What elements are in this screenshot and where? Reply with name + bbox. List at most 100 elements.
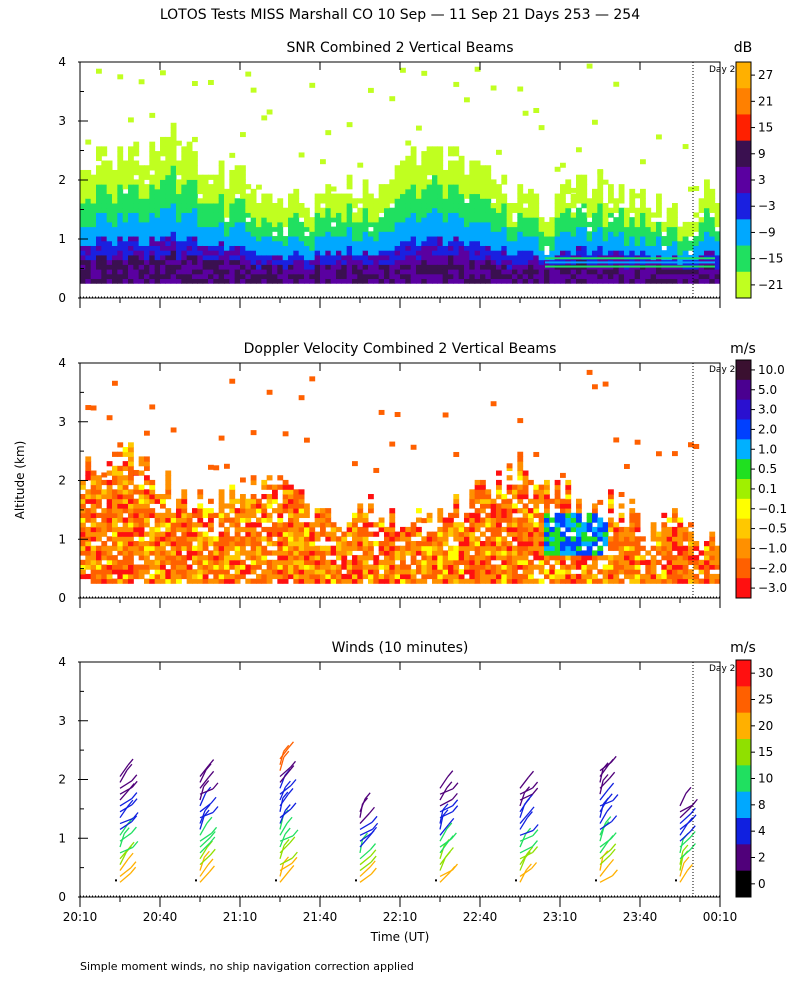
heatmap-cell [357, 222, 363, 227]
heatmap-cell [683, 569, 689, 574]
heatmap-cell [203, 574, 209, 579]
heatmap-cell [256, 274, 262, 279]
heatmap-cell [539, 489, 545, 494]
heatmap-cell [224, 212, 230, 217]
heatmap-cell [96, 579, 102, 584]
heatmap-cell [213, 175, 219, 180]
heatmap-cell [405, 245, 411, 250]
heatmap-cell [656, 541, 662, 546]
wind-calm-marker [355, 879, 357, 881]
heatmap-cell [80, 175, 86, 180]
heatmap-cell [395, 203, 401, 208]
heatmap-cell [432, 550, 438, 555]
heatmap-cell [293, 489, 299, 494]
heatmap-cell [597, 536, 603, 541]
heatmap-cell [85, 170, 91, 175]
heatmap-cell [160, 212, 166, 217]
heatmap-cell [283, 550, 289, 555]
heatmap-cell [149, 489, 155, 494]
heatmap-cell [357, 250, 363, 255]
heatmap-cell [139, 565, 145, 570]
heatmap-cell [613, 546, 619, 551]
heatmap-cell [203, 560, 209, 565]
heatmap-cell [693, 250, 699, 255]
heatmap-cell [560, 565, 566, 570]
heatmap-cell [608, 499, 614, 504]
heatmap-cell [123, 532, 129, 537]
heatmap-cell [395, 565, 401, 570]
heatmap-cell [501, 569, 507, 574]
heatmap-cell [224, 279, 230, 284]
heatmap-cell [133, 565, 139, 570]
heatmap-cell [624, 231, 630, 236]
heatmap-cell [203, 508, 209, 513]
heatmap-cell [368, 541, 374, 546]
wind-barb-flag [448, 771, 453, 777]
heatmap-cell [491, 217, 497, 222]
heatmap-cell [117, 231, 123, 236]
heatmap-cell [619, 536, 625, 541]
heatmap-cell [267, 245, 273, 250]
heatmap-cell [640, 574, 646, 579]
heatmap-cell [416, 550, 422, 555]
heatmap-cell [539, 241, 545, 246]
heatmap-cell [576, 198, 582, 203]
heatmap-cell [427, 255, 433, 260]
heatmap-cell [112, 565, 118, 570]
heatmap-cell [261, 260, 267, 265]
heatmap-cell [251, 241, 257, 246]
heatmap-cell [677, 550, 683, 555]
heatmap-cell [288, 541, 294, 546]
heatmap-cell [91, 231, 97, 236]
heatmap-cell [224, 198, 230, 203]
heatmap-cell [128, 579, 134, 584]
heatmap-cell [523, 231, 529, 236]
heatmap-cell [368, 198, 374, 203]
heatmap-cell [133, 274, 139, 279]
heatmap-cell [469, 569, 475, 574]
heatmap-cell [160, 222, 166, 227]
heatmap-cell [251, 279, 257, 284]
heatmap-cell [160, 269, 166, 274]
heatmap-cell [544, 236, 550, 241]
wind-barb-flag [609, 859, 614, 865]
heatmap-cell [448, 255, 454, 260]
heatmap-cell [256, 532, 262, 537]
heatmap-cell [139, 212, 145, 217]
heatmap-cell [619, 550, 625, 555]
heatmap-cell [523, 508, 529, 513]
heatmap-cell [677, 241, 683, 246]
heatmap-cell [357, 532, 363, 537]
heatmap-cell [560, 203, 566, 208]
heatmap-cell [256, 264, 262, 269]
heatmap-cell [416, 518, 422, 523]
heatmap-cell [533, 522, 539, 527]
heatmap-cell [555, 503, 561, 508]
heatmap-cell [85, 461, 91, 466]
heatmap-cell [235, 499, 241, 504]
heatmap-cell [261, 508, 267, 513]
heatmap-cell [85, 198, 91, 203]
heatmap-cell [139, 503, 145, 508]
heatmap-cell [389, 508, 395, 513]
heatmap-cell [475, 161, 481, 166]
heatmap-cell [160, 279, 166, 284]
heatmap-cell [229, 518, 235, 523]
heatmap-cell [101, 165, 107, 170]
heatmap-cell [261, 264, 267, 269]
heatmap-cell [133, 489, 139, 494]
heatmap-cell [400, 165, 406, 170]
wind-barb-staff [520, 831, 533, 836]
heatmap-cell [251, 565, 257, 570]
heatmap-cell [149, 161, 155, 166]
heatmap-cell [331, 532, 337, 537]
heatmap-cell [91, 264, 97, 269]
heatmap-cell [469, 189, 475, 194]
heatmap-cell [416, 165, 422, 170]
heatmap-cell [107, 222, 113, 227]
heatmap-cell [176, 527, 182, 532]
heatmap-cell [197, 513, 203, 518]
heatmap-cell [91, 503, 97, 508]
heatmap-cell [635, 222, 641, 227]
heatmap-cell [208, 555, 214, 560]
